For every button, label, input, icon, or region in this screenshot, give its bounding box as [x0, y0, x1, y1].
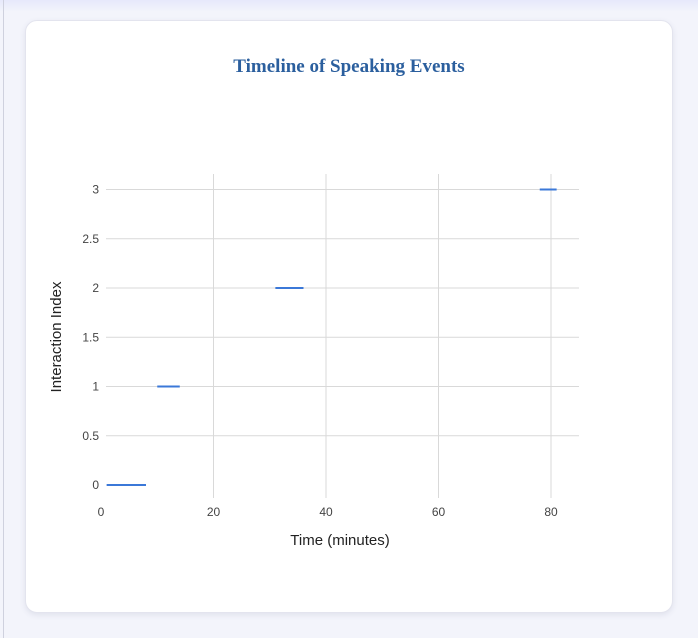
- x-tick-label: 0: [98, 505, 105, 519]
- y-axis-label: Interaction Index: [48, 281, 65, 392]
- x-axis-ticks: 0 20 40 60 80: [98, 505, 558, 519]
- y-tick-label: 2: [92, 281, 99, 295]
- y-tick-label: 3: [92, 183, 99, 197]
- y-tick-label: 1: [92, 380, 99, 394]
- y-tick-label: 1.5: [82, 330, 99, 344]
- y-tick-label: 0.5: [82, 429, 99, 443]
- x-tick-label: 20: [207, 505, 221, 519]
- x-tick-label: 60: [432, 505, 446, 519]
- x-axis-label: Time (minutes): [290, 532, 389, 549]
- y-axis-ticks: 0 0.5 1 1.5 2 2.5 3: [82, 183, 99, 493]
- chart-title: Timeline of Speaking Events: [233, 56, 465, 77]
- left-rule: [3, 0, 4, 638]
- x-tick-label: 40: [319, 505, 333, 519]
- y-tick-label: 0: [92, 478, 99, 492]
- y-tick-label: 2.5: [82, 232, 99, 246]
- top-band: [0, 0, 698, 12]
- series-segments: [106, 188, 557, 486]
- x-tick-label: 80: [544, 505, 558, 519]
- chart-card: [25, 20, 673, 613]
- grid-lines: [106, 174, 579, 498]
